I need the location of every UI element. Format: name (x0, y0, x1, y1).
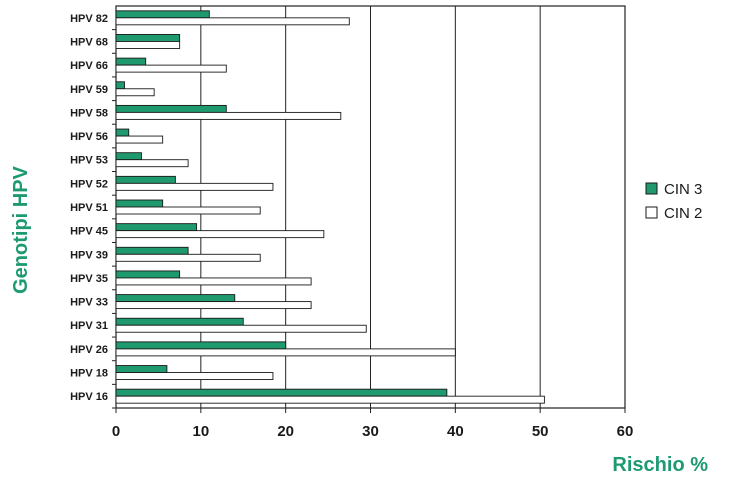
bar-cin3 (115, 175, 176, 184)
x-tick-label: 20 (277, 423, 294, 440)
bar-cin2 (115, 277, 312, 286)
legend-entry: CIN 2 (664, 205, 702, 222)
bar-cin3 (115, 57, 147, 66)
x-tick-label: 50 (532, 423, 549, 440)
bar-cin2 (115, 253, 261, 262)
bar-cin3 (115, 34, 181, 42)
bar-cin3 (115, 152, 142, 161)
y-axis-label: Genotipi HPV (10, 165, 32, 293)
legend: CIN 3 CIN 2 (642, 177, 720, 229)
bar-cin2 (115, 301, 312, 310)
bar-cin2 (115, 159, 189, 168)
category-label: HPV 35 (70, 273, 108, 285)
category-label: HPV 66 (70, 60, 108, 72)
bar-cin3 (115, 246, 189, 255)
category-label: HPV 33 (70, 297, 108, 309)
bar-cin2 (115, 206, 261, 215)
category-label: HPV 51 (70, 202, 108, 214)
category-label: HPV 59 (70, 84, 108, 96)
bar-cin3 (115, 10, 210, 19)
category-label: HPV 56 (70, 131, 108, 143)
x-axis-label: Rischio % (612, 454, 708, 476)
x-tick-label: 30 (362, 423, 379, 440)
legend-swatch (645, 206, 658, 219)
bar-cin3 (115, 199, 164, 208)
category-label: HPV 16 (70, 391, 108, 403)
bar-cin3 (115, 294, 236, 303)
bar-cin2 (115, 111, 342, 120)
bar-cin2 (115, 64, 227, 73)
x-tick-label: 60 (617, 423, 634, 440)
category-label: HPV 53 (70, 155, 108, 167)
bar-cin2 (115, 182, 274, 191)
bar-cin2 (115, 88, 155, 97)
bar-cin3 (115, 223, 198, 232)
category-label: HPV 26 (70, 344, 108, 356)
category-label: HPV 39 (70, 249, 108, 261)
bar-cin2 (115, 41, 181, 49)
x-tick-label: 0 (112, 423, 120, 440)
category-label: HPV 52 (70, 178, 108, 190)
category-label: HPV 18 (70, 368, 108, 380)
bar-cin3 (115, 104, 227, 113)
x-tick-label: 40 (447, 423, 464, 440)
x-tick-label: 10 (192, 423, 209, 440)
category-label: HPV 58 (70, 107, 108, 119)
legend-entry: CIN 3 (664, 181, 702, 198)
bar-cin2 (115, 324, 367, 333)
bar-cin2 (115, 395, 545, 404)
bar-cin2 (115, 348, 456, 357)
bar-cin2 (115, 135, 164, 144)
bar-cin3 (115, 81, 125, 90)
category-label: HPV 31 (70, 320, 108, 332)
bar-cin3 (115, 317, 244, 326)
category-label: HPV 68 (70, 36, 108, 48)
bar-cin2 (115, 230, 325, 239)
plot-area: 0 10 20 30 40 50 60 HPV 82 HPV 68 HPV 66 HPV 59 HPV… (70, 5, 634, 440)
bar-cin2 (115, 372, 274, 380)
bar-cin3 (115, 128, 130, 137)
bar-cin3 (115, 388, 448, 397)
bar-cin3 (115, 270, 181, 279)
legend-swatch (645, 182, 658, 195)
bar-cin3 (115, 365, 168, 373)
category-label: HPV 82 (70, 13, 108, 25)
bar-cin3 (115, 341, 287, 350)
category-label: HPV 45 (70, 226, 108, 238)
bar-cin2 (115, 17, 350, 26)
